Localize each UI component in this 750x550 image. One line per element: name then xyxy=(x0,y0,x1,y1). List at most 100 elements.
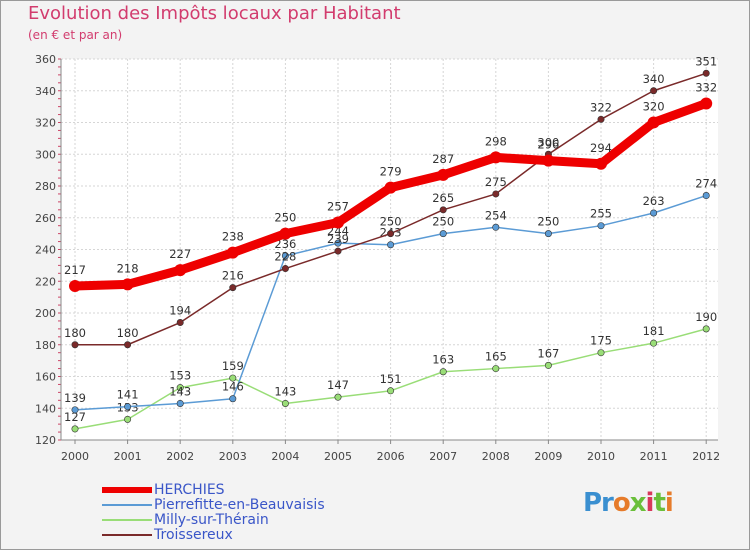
data-point-troissereux xyxy=(387,230,395,238)
data-point-herchies xyxy=(69,280,81,293)
y-tick-label: 320 xyxy=(35,117,56,130)
data-point-troissereux xyxy=(492,190,500,198)
legend-label-herchies: HERCHIES xyxy=(154,482,225,498)
data-point-milly-sur-th-rain xyxy=(176,384,184,392)
data-label-troissereux: 180 xyxy=(117,326,139,340)
y-tick-label: 120 xyxy=(35,434,56,447)
data-label-milly-sur-th-rain: 153 xyxy=(169,369,191,383)
data-point-herchies xyxy=(384,181,397,194)
data-label-milly-sur-th-rain: 181 xyxy=(643,324,665,338)
chart-title: Evolution des Impôts locaux par Habitant xyxy=(28,3,401,24)
data-label-herchies: 227 xyxy=(169,247,191,261)
data-label-pierrefitte-en-beauvaisis: 143 xyxy=(169,384,191,398)
x-tick-label: 2001 xyxy=(114,450,142,463)
x-tick-label: 2000 xyxy=(61,450,89,463)
data-label-troissereux: 322 xyxy=(590,100,612,114)
data-label-pierrefitte-en-beauvaisis: 250 xyxy=(537,215,559,229)
legend-swatch-pierrefitte xyxy=(102,504,152,506)
data-label-troissereux: 228 xyxy=(274,250,296,264)
data-point-milly-sur-th-rain xyxy=(439,368,447,376)
data-label-pierrefitte-en-beauvaisis: 141 xyxy=(117,388,139,402)
data-label-milly-sur-th-rain: 151 xyxy=(380,372,402,386)
y-tick-label: 200 xyxy=(35,307,56,320)
legend-label-troissereux: Troissereux xyxy=(154,527,233,543)
y-tick-label: 160 xyxy=(35,371,56,384)
data-point-pierrefitte-en-beauvaisis xyxy=(176,399,184,407)
data-point-troissereux xyxy=(439,206,447,214)
y-tick-label: 360 xyxy=(35,53,56,66)
legend-swatch-troissereux xyxy=(102,534,152,536)
x-tick-label: 2007 xyxy=(429,450,457,463)
data-label-pierrefitte-en-beauvaisis: 274 xyxy=(695,177,717,191)
x-tick-label: 2010 xyxy=(587,450,615,463)
data-label-herchies: 218 xyxy=(117,261,139,275)
data-label-troissereux: 180 xyxy=(64,326,86,340)
y-tick-label: 220 xyxy=(35,275,56,288)
data-point-pierrefitte-en-beauvaisis xyxy=(702,192,710,200)
data-label-troissereux: 340 xyxy=(643,72,665,86)
x-tick-label: 2012 xyxy=(692,450,720,463)
data-point-milly-sur-th-rain xyxy=(492,365,500,373)
data-point-milly-sur-th-rain xyxy=(71,425,79,433)
data-point-herchies xyxy=(437,168,450,181)
data-point-pierrefitte-en-beauvaisis xyxy=(439,230,447,238)
y-tick-label: 280 xyxy=(35,180,56,193)
data-point-milly-sur-th-rain xyxy=(281,399,289,407)
data-point-milly-sur-th-rain xyxy=(229,374,237,382)
y-tick-label: 260 xyxy=(35,212,56,225)
data-label-pierrefitte-en-beauvaisis: 263 xyxy=(643,194,665,208)
data-label-pierrefitte-en-beauvaisis: 146 xyxy=(222,380,244,394)
data-label-milly-sur-th-rain: 147 xyxy=(327,378,349,392)
data-label-pierrefitte-en-beauvaisis: 250 xyxy=(432,215,454,229)
data-point-troissereux xyxy=(229,284,237,292)
data-label-herchies: 298 xyxy=(485,134,507,148)
data-point-milly-sur-th-rain xyxy=(387,387,395,395)
data-label-troissereux: 239 xyxy=(327,232,349,246)
data-label-milly-sur-th-rain: 167 xyxy=(537,346,559,360)
legend-swatch-milly xyxy=(102,519,152,521)
data-point-herchies xyxy=(489,151,502,164)
x-tick-label: 2004 xyxy=(271,450,299,463)
x-tick-label: 2003 xyxy=(219,450,247,463)
y-tick-label: 180 xyxy=(35,339,56,352)
legend-swatch-herchies xyxy=(102,487,152,493)
data-point-herchies xyxy=(700,97,713,110)
data-point-herchies xyxy=(647,116,660,129)
chart-subtitle: (en € et par an) xyxy=(28,28,123,42)
y-tick-label: 300 xyxy=(35,148,56,161)
data-label-herchies: 320 xyxy=(643,100,665,114)
data-point-milly-sur-th-rain xyxy=(124,415,132,423)
data-point-troissereux xyxy=(334,247,342,255)
x-tick-label: 2005 xyxy=(324,450,352,463)
y-tick-label: 140 xyxy=(35,402,56,415)
data-label-troissereux: 250 xyxy=(380,215,402,229)
data-point-herchies xyxy=(174,264,187,277)
data-label-milly-sur-th-rain: 165 xyxy=(485,350,507,364)
data-point-pierrefitte-en-beauvaisis xyxy=(387,241,395,249)
legend-label-milly: Milly-sur-Thérain xyxy=(154,512,269,528)
data-point-herchies xyxy=(121,278,134,291)
data-point-milly-sur-th-rain xyxy=(650,339,658,347)
data-label-pierrefitte-en-beauvaisis: 255 xyxy=(590,207,612,221)
data-point-herchies xyxy=(542,154,555,167)
data-point-pierrefitte-en-beauvaisis xyxy=(544,230,552,238)
data-label-milly-sur-th-rain: 143 xyxy=(274,384,296,398)
data-point-milly-sur-th-rain xyxy=(334,393,342,401)
data-label-troissereux: 194 xyxy=(169,304,191,318)
data-point-pierrefitte-en-beauvaisis xyxy=(71,406,79,414)
data-label-pierrefitte-en-beauvaisis: 139 xyxy=(64,391,86,405)
data-label-milly-sur-th-rain: 163 xyxy=(432,353,454,367)
data-label-herchies: 217 xyxy=(64,263,86,277)
data-label-herchies: 332 xyxy=(695,80,717,94)
data-label-herchies: 296 xyxy=(537,138,559,152)
data-label-troissereux: 351 xyxy=(695,54,717,68)
data-point-troissereux xyxy=(281,265,289,273)
data-point-pierrefitte-en-beauvaisis xyxy=(281,252,289,260)
data-label-troissereux: 275 xyxy=(485,175,507,189)
data-point-pierrefitte-en-beauvaisis xyxy=(597,222,605,230)
data-label-milly-sur-th-rain: 159 xyxy=(222,359,244,373)
data-point-troissereux xyxy=(124,341,132,349)
x-tick-label: 2011 xyxy=(640,450,668,463)
data-point-herchies xyxy=(332,216,344,229)
